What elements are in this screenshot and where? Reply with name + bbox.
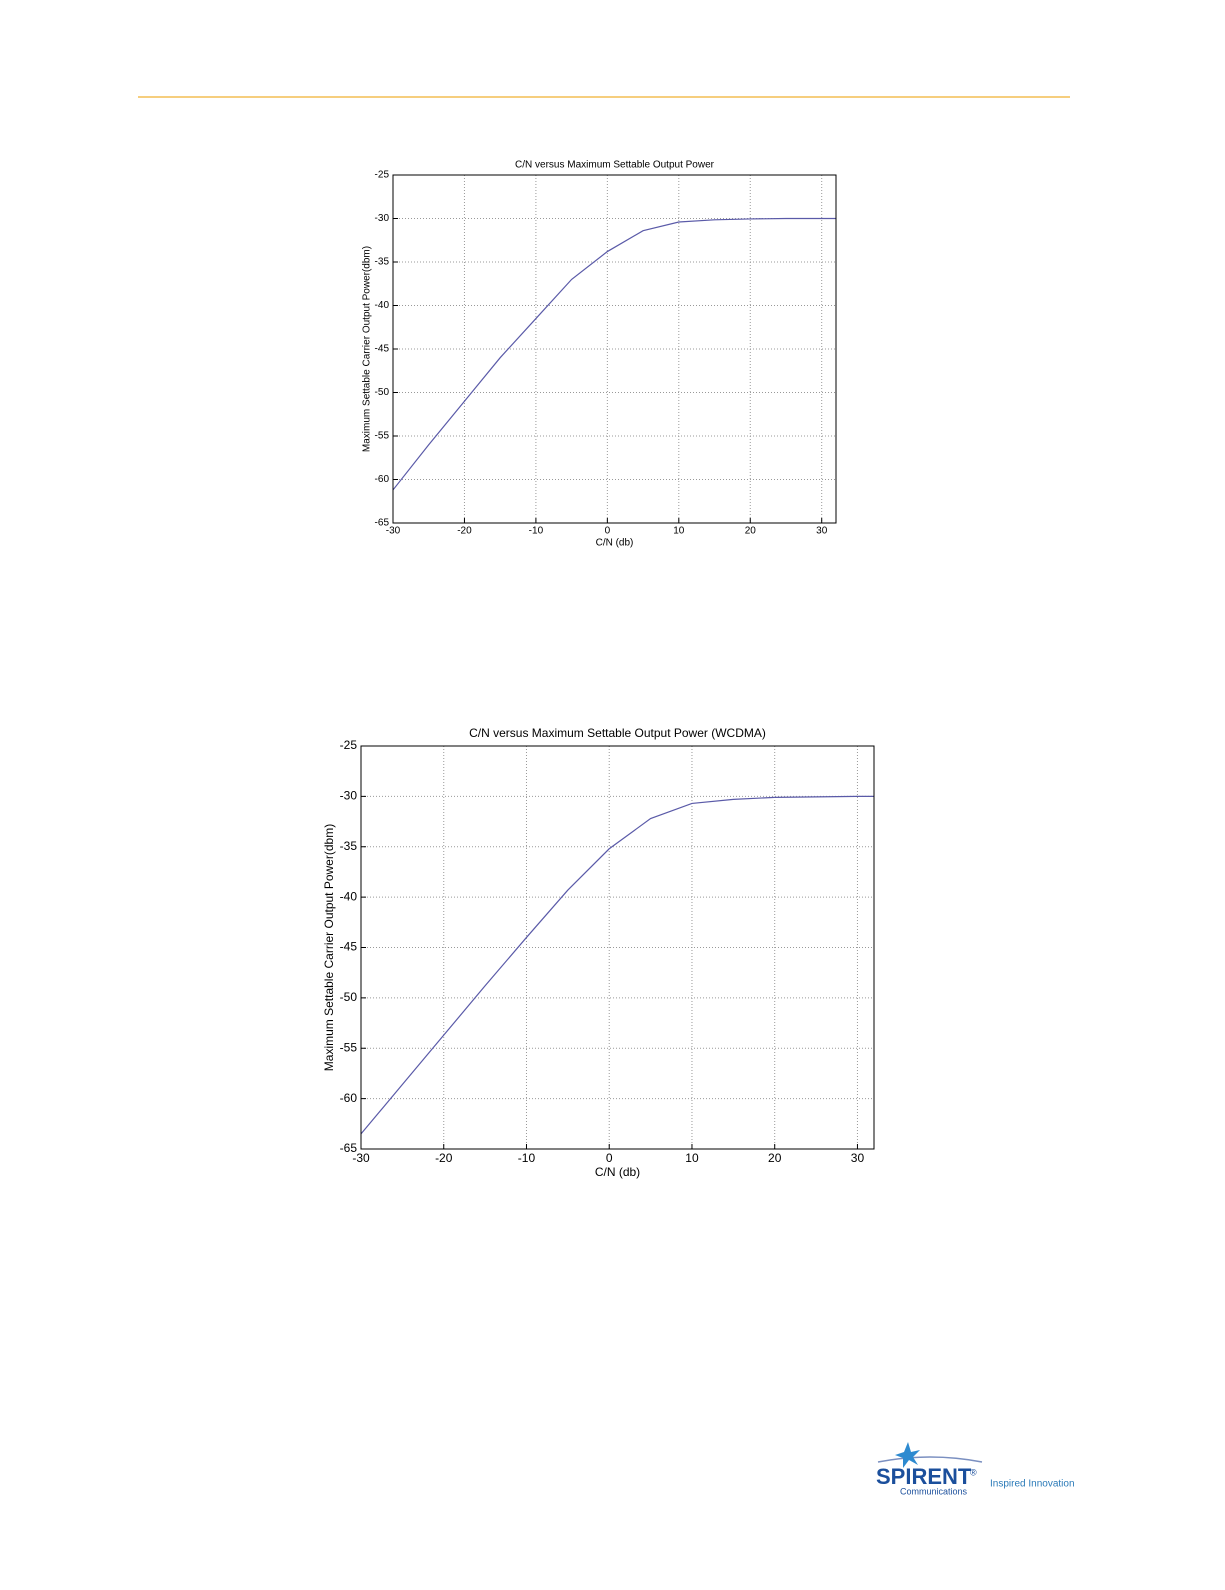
x-tick-label: 30 [816,526,828,537]
x-tick-label: 10 [685,1151,699,1165]
x-axis-label: C/N (db) [596,538,634,549]
data-line [360,795,874,1135]
x-tick-label: 20 [768,1151,782,1165]
x-tick-label: -10 [518,1151,536,1165]
y-tick-label: -55 [340,1040,358,1054]
plot-frame [392,174,837,524]
logo: SPIRENT ® Communications Inspired Innova… [876,1442,1075,1496]
chart: -30 -20 -10 0 10 20 30 -65 -60 -55 -50 -45 -40 -35 -30… [362,160,837,549]
logo-registered: ® [970,1467,977,1477]
logo-subtitle: Communications [900,1486,968,1496]
y-axis-label: Maximum Settable Carrier Output Power(db… [362,246,373,452]
x-axis-label: C/N (db) [595,1165,640,1179]
data-line [392,217,836,491]
logo-arc [877,1456,983,1463]
y-tick-label: -55 [375,431,390,442]
plot-frame [360,745,875,1150]
y-tick-label: -40 [375,300,390,311]
x-tick-label: 0 [605,526,611,537]
x-tick-label: -20 [435,1151,453,1165]
logo-text: SPIRENT [876,1464,972,1489]
chart-title: C/N versus Maximum Settable Output Power [515,160,715,171]
y-tick-label: -30 [375,213,390,224]
y-tick-label: -50 [340,990,358,1004]
x-tick-label: -30 [352,1151,370,1165]
x-tick-label: -30 [386,526,401,537]
x-tick-label: 10 [673,526,685,537]
x-tick-label: 20 [745,526,757,537]
x-tick-label: 0 [606,1151,613,1165]
tagline: Inspired Innovation [990,1479,1075,1490]
y-tick-label: -65 [375,518,390,529]
logo-star [895,1442,920,1468]
x-tick-label: -20 [457,526,472,537]
y-tick-label: -60 [340,1091,358,1105]
y-tick-label: -45 [340,940,358,954]
y-tick-label: -30 [340,789,358,803]
y-tick-label: -40 [340,889,358,903]
y-tick-label: -25 [375,170,390,181]
x-tick-label: 30 [851,1151,865,1165]
y-tick-label: -45 [375,344,390,355]
y-tick-label: -65 [340,1141,358,1155]
y-tick-label: -50 [375,387,390,398]
plot-area [361,746,874,1149]
y-tick-label: -35 [340,839,358,853]
chart-title: C/N versus Maximum Settable Output Power… [469,726,766,740]
y-tick-label: -35 [375,257,390,268]
chart: -30 -20 -10 0 10 20 30 -65 -60 -55 -50 -45 -40 -35 -30… [322,726,875,1179]
x-tick-label: -10 [529,526,544,537]
y-axis-label: Maximum Settable Carrier Output Power(db… [322,824,336,1071]
y-tick-label: -60 [375,474,390,485]
y-tick-label: -25 [340,738,358,752]
